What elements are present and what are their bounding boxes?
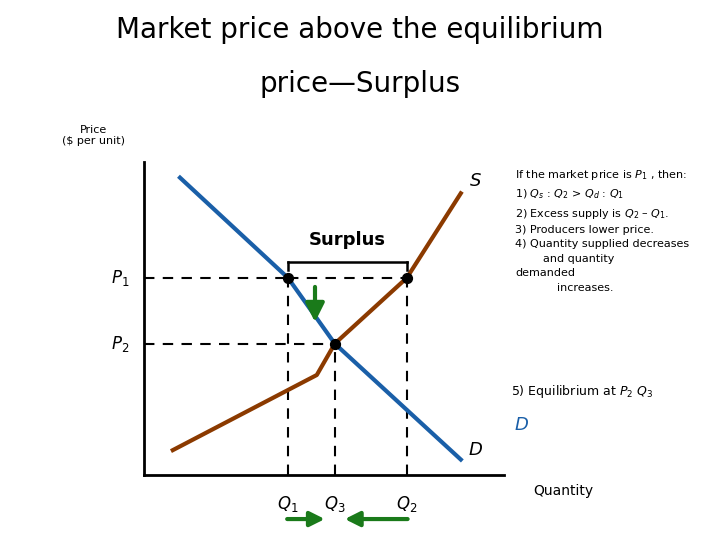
Text: $P_2$: $P_2$	[112, 334, 130, 354]
Text: If the market price is $P_1$ , then:
1) $Q_s$ : $Q_2$ > $Q_d$ : $Q_1$
2) Excess : If the market price is $P_1$ , then: 1) …	[516, 168, 689, 293]
Text: S: S	[469, 172, 481, 190]
Text: 5) Equilibrium at $P_2$ $Q_3$: 5) Equilibrium at $P_2$ $Q_3$	[511, 383, 654, 400]
Point	[282, 274, 294, 282]
Text: D: D	[515, 416, 528, 434]
Point	[329, 339, 341, 348]
Text: $P_1$: $P_1$	[111, 268, 130, 288]
Text: $Q_2$: $Q_2$	[396, 494, 418, 514]
Text: $Q_1$: $Q_1$	[277, 494, 299, 514]
Text: $Q_3$: $Q_3$	[324, 494, 346, 514]
Text: Price
($ per unit): Price ($ per unit)	[62, 125, 125, 146]
Text: price—Surplus: price—Surplus	[259, 70, 461, 98]
Text: Quantity: Quantity	[533, 484, 593, 498]
Point	[401, 274, 413, 282]
Text: Surplus: Surplus	[309, 231, 386, 249]
Text: Market price above the equilibrium: Market price above the equilibrium	[116, 16, 604, 44]
Text: D: D	[468, 441, 482, 459]
